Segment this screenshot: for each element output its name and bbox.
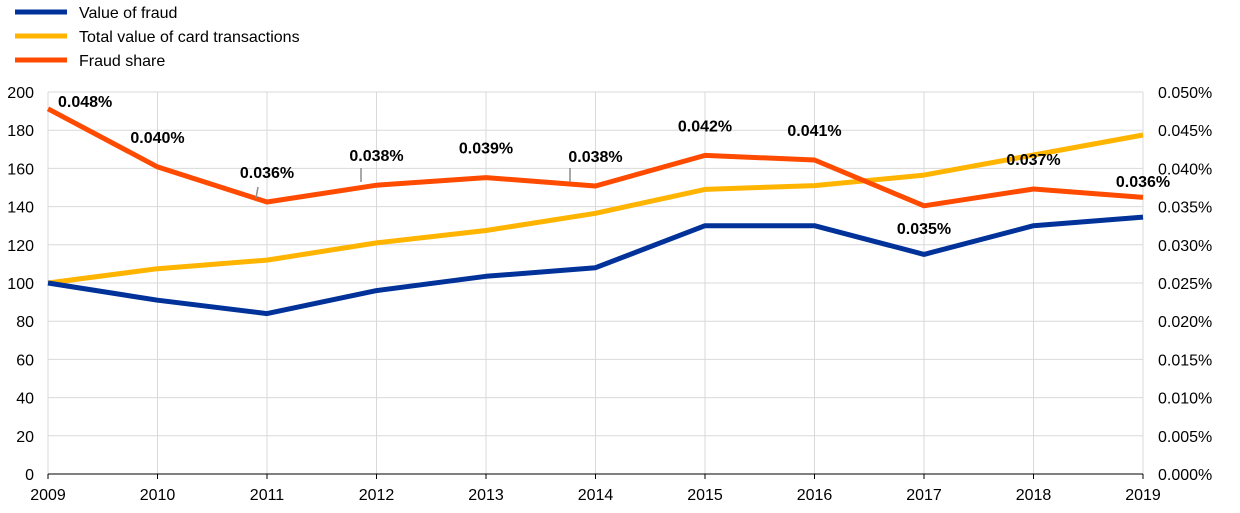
y-left-tick-label: 140 [7, 200, 34, 217]
x-tick-label: 2014 [578, 487, 614, 504]
data-label-fraud-share: 0.038% [349, 148, 403, 165]
y-right-tick-label: 0.000% [1158, 467, 1212, 484]
series-line-fraud-share [46, 106, 1144, 209]
data-label-fraud-share: 0.041% [787, 123, 841, 140]
data-label-fraud-share: 0.048% [58, 94, 112, 111]
y-left-tick-label: 180 [7, 123, 34, 140]
y-right-tick-label: 0.020% [1158, 314, 1212, 331]
y-right-tick-label: 0.030% [1158, 238, 1212, 255]
data-label-fraud-share: 0.039% [459, 141, 513, 158]
data-label-fraud-share: 0.038% [568, 149, 622, 166]
data-label-fraud-share: 0.036% [1116, 174, 1170, 191]
x-tick-label: 2015 [687, 487, 723, 504]
y-right-tick-label: 0.040% [1158, 161, 1212, 178]
data-label-fraud-share: 0.037% [1006, 152, 1060, 169]
y-right-tick-label: 0.050% [1158, 85, 1212, 102]
x-tick-label: 2009 [30, 487, 66, 504]
x-tick-label: 2010 [140, 487, 176, 504]
y-left-tick-label: 60 [16, 352, 34, 369]
legend-label: Total value of card transactions [79, 29, 300, 46]
y-left-tick-label: 20 [16, 429, 34, 446]
y-right-tick-label: 0.010% [1158, 391, 1212, 408]
y-left-tick-label: 100 [7, 276, 34, 293]
y-left-tick-label: 80 [16, 314, 34, 331]
x-tick-label: 2011 [250, 487, 285, 504]
x-tick-label: 2016 [797, 487, 833, 504]
y-right-tick-label: 0.015% [1158, 352, 1212, 369]
legend: Value of fraud Total value of card transa… [15, 5, 300, 70]
data-labels: 0.048% 0.040% 0.036% 0.038% 0.039% 0.038% 0.04… [58, 94, 1170, 238]
data-label-fraud-share: 0.042% [678, 118, 732, 135]
label-leader-lines [255, 168, 571, 199]
x-tick-label: 2012 [359, 487, 395, 504]
axes: 0 0.000% 20 0.005% 40 0.010% 60 0.015% 80 0.020% 1… [7, 85, 1212, 504]
y-left-tick-label: 160 [7, 161, 34, 178]
y-left-tick-label: 200 [7, 85, 34, 102]
grid-lines [47, 91, 1144, 475]
series-line-total-value-of-card-transactions [47, 132, 1144, 286]
x-tick-label: 2017 [906, 487, 942, 504]
data-label-fraud-share: 0.040% [130, 130, 184, 147]
legend-label: Fraud share [79, 53, 165, 70]
label-leader-line [255, 186, 259, 199]
data-label-fraud-share: 0.035% [897, 221, 951, 238]
y-right-tick-label: 0.005% [1158, 429, 1212, 446]
x-tick-label: 2018 [1016, 487, 1052, 504]
y-right-tick-label: 0.045% [1158, 123, 1212, 140]
series-line-value-of-fraud [47, 214, 1144, 317]
x-tick-label: 2019 [1125, 487, 1161, 504]
series-lines [46, 106, 1144, 317]
legend-label: Value of fraud [79, 5, 177, 22]
y-right-tick-label: 0.035% [1158, 200, 1212, 217]
x-tick-label: 2013 [468, 487, 504, 504]
data-label-fraud-share: 0.036% [240, 165, 294, 182]
y-left-tick-label: 120 [7, 238, 34, 255]
y-left-tick-label: 0 [25, 467, 34, 484]
y-left-tick-label: 40 [16, 391, 34, 408]
y-right-tick-label: 0.025% [1158, 276, 1212, 293]
